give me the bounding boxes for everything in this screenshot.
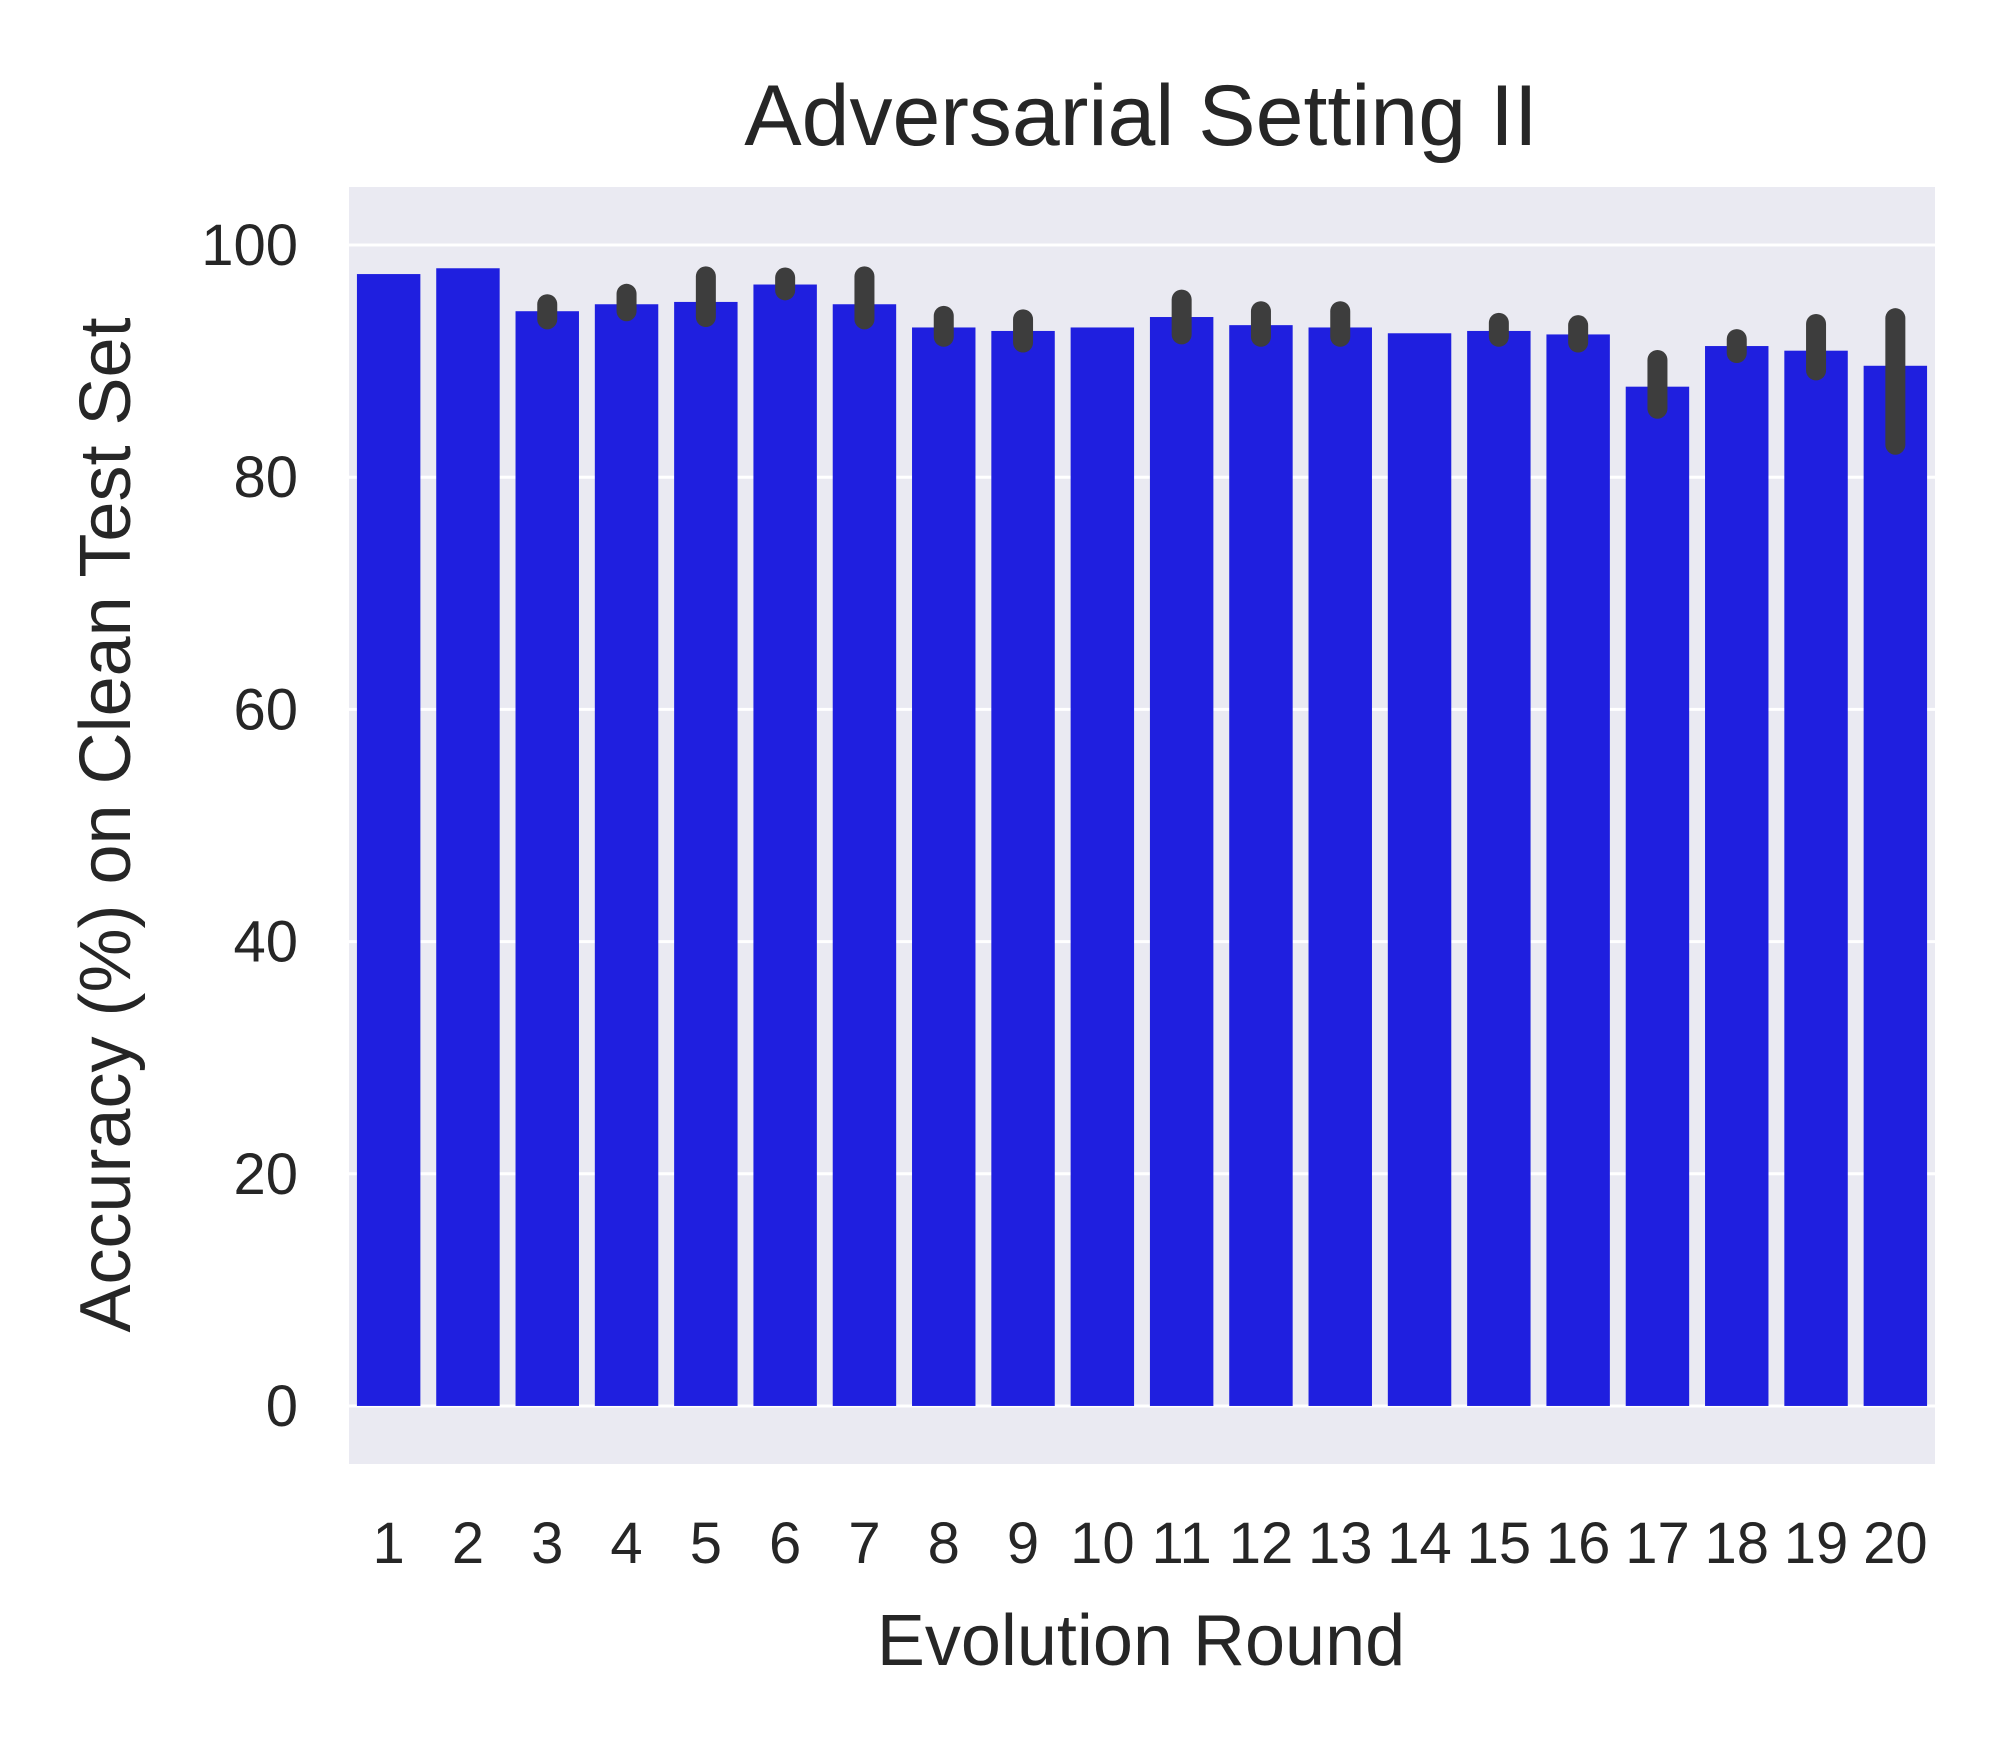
x-tick-label: 1: [373, 1511, 405, 1576]
x-tick-label: 7: [848, 1511, 880, 1576]
bar: [1070, 327, 1135, 1406]
chart-title: Adversarial Setting II: [744, 68, 1537, 164]
x-tick-label: 11: [1152, 1511, 1212, 1576]
y-tick-label: 40: [233, 910, 298, 975]
bar: [1467, 330, 1531, 1406]
bar: [436, 268, 500, 1406]
y-axis-ticks: 0 20 40 60 80 100: [201, 213, 298, 1439]
x-tick-label: 14: [1387, 1511, 1452, 1576]
bar: [356, 274, 421, 1406]
bar: [1387, 333, 1452, 1406]
x-tick-label: 16: [1546, 1511, 1611, 1576]
bar: [1546, 334, 1610, 1406]
y-tick-label: 0: [266, 1374, 298, 1439]
y-tick-label: 20: [233, 1142, 298, 1207]
x-tick-label: 13: [1308, 1511, 1373, 1576]
y-tick-label: 100: [201, 213, 298, 278]
y-tick-label: 60: [233, 677, 298, 742]
bar: [515, 311, 579, 1406]
bar: [991, 330, 1055, 1406]
x-tick-label: 18: [1704, 1511, 1769, 1576]
bar: [674, 301, 738, 1406]
y-axis-label: Accuracy (%) on Clean Test Set: [66, 317, 146, 1332]
x-tick-label: 3: [531, 1511, 563, 1576]
x-tick-label: 9: [1007, 1511, 1039, 1576]
bar: [1625, 386, 1690, 1406]
x-tick-label: 15: [1467, 1511, 1532, 1576]
bars: [356, 268, 1928, 1406]
x-axis-label: Evolution Round: [877, 1601, 1405, 1681]
bar: [1308, 327, 1372, 1406]
x-tick-label: 17: [1625, 1511, 1690, 1576]
x-tick-label: 10: [1070, 1511, 1135, 1576]
x-tick-label: 5: [690, 1511, 722, 1576]
x-tick-label: 4: [610, 1511, 642, 1576]
bar: [1149, 317, 1214, 1406]
x-tick-label: 2: [452, 1511, 484, 1576]
error-bars: [537, 266, 1906, 455]
bar: [1229, 325, 1293, 1406]
bar: [912, 327, 976, 1406]
bar: [753, 284, 817, 1406]
plot-area: [349, 187, 1935, 1464]
y-tick-label: 80: [233, 445, 298, 510]
x-tick-label: 12: [1229, 1511, 1294, 1576]
bar: [832, 304, 897, 1406]
bar: [1863, 365, 1928, 1406]
x-tick-label: 20: [1863, 1511, 1928, 1576]
bar: [1705, 346, 1769, 1406]
x-axis-ticks: 1 2 3 4 5 6 7 8 9 10 11 12 13 14 15 16 17 18 19 20: [373, 1511, 1928, 1576]
x-tick-label: 19: [1784, 1511, 1849, 1576]
x-tick-label: 6: [769, 1511, 801, 1576]
bar: [594, 304, 659, 1406]
bar: [1784, 350, 1848, 1406]
x-tick-label: 8: [928, 1511, 960, 1576]
